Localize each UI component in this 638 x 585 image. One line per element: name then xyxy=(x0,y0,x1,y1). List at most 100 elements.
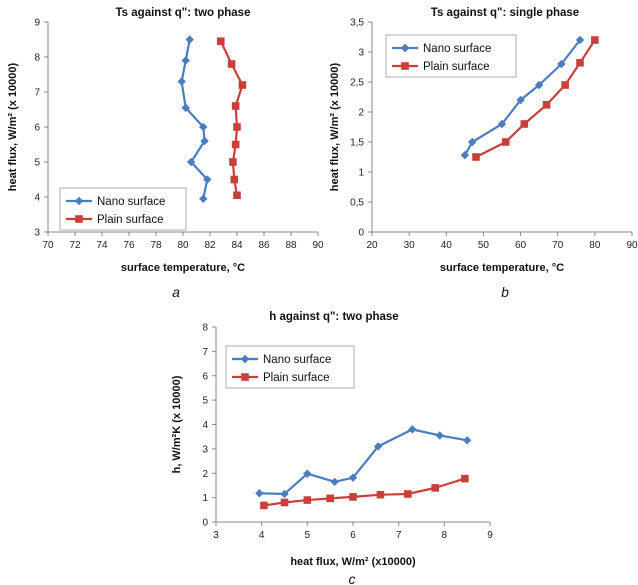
data-point xyxy=(349,493,357,501)
data-point xyxy=(460,151,470,160)
data-point xyxy=(200,136,209,146)
panel-label: b xyxy=(501,284,509,300)
y-tick-label: 8 xyxy=(34,53,40,64)
series-plain-surface xyxy=(260,474,469,510)
data-point xyxy=(186,157,196,167)
data-point xyxy=(516,95,525,105)
x-tick-label: 9 xyxy=(487,530,493,541)
data-point xyxy=(561,81,569,89)
data-point xyxy=(591,36,599,44)
x-tick-label: 76 xyxy=(123,240,135,251)
y-tick-label: 5 xyxy=(202,396,208,407)
data-point xyxy=(472,153,480,161)
data-point xyxy=(576,59,584,67)
y-tick-label: 0 xyxy=(358,228,364,239)
legend: Nano surface Plain surface xyxy=(59,187,187,231)
y-axis-label: heat flux, W/m² (x 10000) xyxy=(7,62,19,191)
series-plain-surface xyxy=(472,36,599,161)
series-nano-surface xyxy=(460,35,585,160)
data-point xyxy=(373,442,383,451)
series-nano-surface xyxy=(255,425,472,499)
data-point xyxy=(199,194,208,203)
chart-title: Ts against q": two phase xyxy=(116,7,251,19)
legend-label: Plain surface xyxy=(263,372,329,384)
data-point xyxy=(534,80,544,90)
data-point xyxy=(497,119,507,129)
data-point xyxy=(462,436,472,445)
x-tick-label: 82 xyxy=(204,240,216,251)
x-tick-label: 5 xyxy=(305,530,311,541)
data-point xyxy=(408,425,417,434)
x-tick-label: 74 xyxy=(96,240,108,251)
data-point xyxy=(435,431,444,440)
x-tick-label: 86 xyxy=(258,240,270,251)
x-axis-label: surface temperature, °C xyxy=(440,262,564,274)
data-point xyxy=(542,101,551,109)
legend-box xyxy=(225,345,355,389)
legend-box xyxy=(59,187,187,231)
y-tick-label: 9 xyxy=(34,18,40,29)
y-tick-label: 0,5 xyxy=(350,198,364,209)
y-tick-label: 2 xyxy=(358,108,364,119)
x-tick-label: 90 xyxy=(626,240,638,251)
data-point xyxy=(181,56,190,65)
data-point xyxy=(575,35,585,45)
y-tick-label: 1 xyxy=(358,168,364,179)
series-line xyxy=(263,477,466,507)
legend-label: Nano surface xyxy=(423,43,491,55)
y-tick-label: 5 xyxy=(34,158,40,169)
data-point xyxy=(238,81,247,89)
data-point xyxy=(348,473,358,482)
data-point xyxy=(233,191,241,200)
x-axis-label: surface temperature, °C xyxy=(121,262,245,274)
data-point xyxy=(199,122,208,132)
y-tick-label: 4 xyxy=(202,420,208,431)
x-tick-label: 60 xyxy=(515,240,527,251)
data-point xyxy=(231,140,240,149)
x-tick-label: 3 xyxy=(213,530,219,541)
x-tick-label: 8 xyxy=(442,530,448,541)
y-tick-label: 1 xyxy=(202,493,208,504)
x-tick-label: 6 xyxy=(350,530,356,541)
data-point xyxy=(185,35,194,44)
x-tick-label: 70 xyxy=(552,240,564,251)
legend-marker xyxy=(241,373,249,381)
legend-marker xyxy=(240,354,250,364)
legend-label: Plain surface xyxy=(423,61,489,73)
panel-label: c xyxy=(349,571,356,585)
y-tick-label: 3 xyxy=(202,444,208,455)
data-point xyxy=(520,120,529,128)
data-point xyxy=(217,37,225,46)
data-point xyxy=(230,175,239,184)
legend-label: Nano surface xyxy=(97,196,165,208)
legend-label: Nano surface xyxy=(263,354,331,366)
y-tick-label: 6 xyxy=(34,123,40,134)
data-point xyxy=(557,59,566,69)
data-point xyxy=(330,477,339,486)
legend: Nano surface Plain surface xyxy=(225,345,355,389)
chart-panel-c: h against q": two phase 3 4 5 6 7 8 9 0 1 2 3 4 5 6 7 8 h… xyxy=(171,311,493,585)
data-point xyxy=(303,469,312,478)
legend: Nano surface Plain surface xyxy=(385,34,517,78)
x-tick-label: 90 xyxy=(312,240,324,251)
legend-marker xyxy=(74,196,84,206)
data-point xyxy=(280,498,289,507)
x-tick-label: 50 xyxy=(478,240,490,251)
y-tick-label: 0 xyxy=(202,518,208,529)
y-tick-label: 2 xyxy=(202,469,208,480)
data-point xyxy=(181,103,190,112)
x-tick-label: 80 xyxy=(177,240,189,251)
y-tick-label: 1,5 xyxy=(350,138,364,149)
data-point xyxy=(376,490,385,499)
data-point xyxy=(203,175,212,184)
y-tick-label: 2,5 xyxy=(350,78,364,89)
y-tick-label: 8 xyxy=(202,323,208,334)
x-tick-label: 4 xyxy=(259,530,265,541)
data-point xyxy=(260,501,268,510)
x-tick-label: 70 xyxy=(42,240,54,251)
y-tick-label: 7 xyxy=(34,88,40,99)
x-tick-label: 84 xyxy=(231,240,243,251)
data-point xyxy=(468,137,477,147)
